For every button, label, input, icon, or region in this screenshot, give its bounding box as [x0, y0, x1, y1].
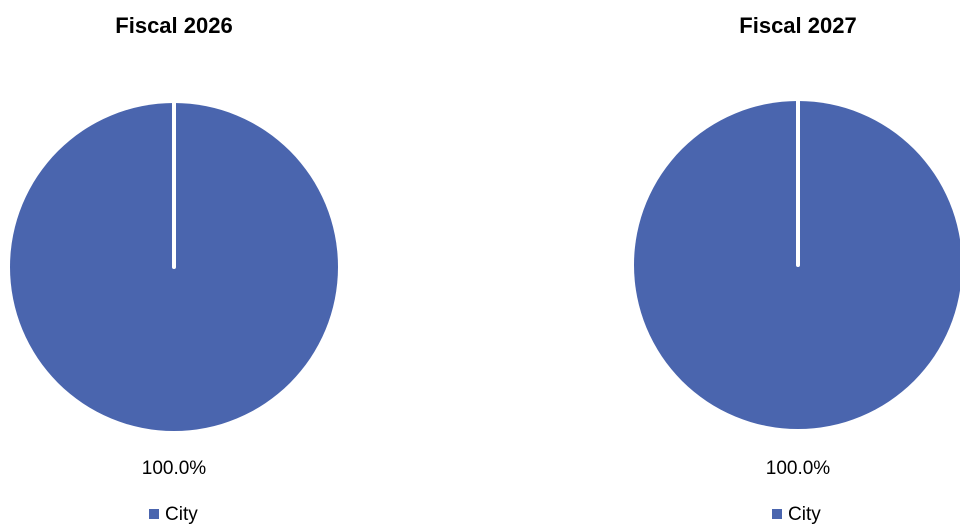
pie-chart-fiscal-2026: Fiscal 2026 100.0% City: [10, 13, 338, 525]
legend-swatch: [149, 509, 159, 519]
legend-entry: City: [788, 504, 821, 525]
legend-entry: City: [165, 504, 198, 525]
legend: City: [149, 504, 198, 525]
chart-title: Fiscal 2026: [115, 13, 232, 38]
data-label: 100.0%: [766, 458, 831, 479]
data-label: 100.0%: [142, 458, 207, 479]
legend-swatch: [772, 509, 782, 519]
pie-slices: [10, 101, 338, 431]
pie-chart-fiscal-2027: Fiscal 2027 100.0% City: [634, 13, 960, 525]
legend: City: [772, 504, 821, 525]
pie-slices: [634, 99, 960, 429]
chart-title: Fiscal 2027: [739, 13, 856, 38]
